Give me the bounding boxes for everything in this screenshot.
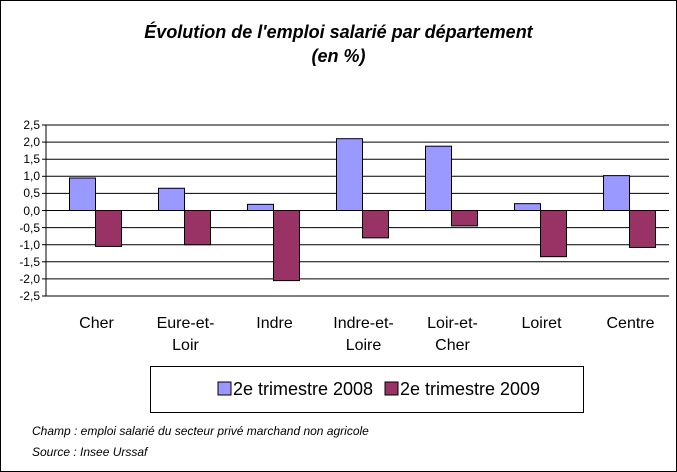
bar [95, 210, 122, 247]
y-tick-label: -1,0 [19, 237, 40, 252]
y-tick-label: -0,5 [19, 220, 40, 235]
bar [69, 177, 96, 211]
bar [336, 138, 363, 211]
x-tick-label: Indre-et-Loire [333, 315, 394, 354]
chart-subtitle: (en %) [311, 46, 366, 66]
x-tick-label: Indre [256, 315, 293, 332]
legend-box [150, 366, 584, 413]
x-tick-label: Cher [79, 315, 114, 332]
y-tick-label: 0,5 [23, 186, 40, 201]
bar [184, 210, 211, 246]
x-tick-label: Centre [606, 315, 655, 332]
bar [540, 210, 567, 258]
y-tick-label: 1,0 [23, 169, 40, 184]
bar [629, 210, 656, 248]
note: Source : Insee Urssaf [32, 445, 148, 459]
y-tick-label: 2,0 [23, 135, 40, 150]
legend-swatch [217, 381, 232, 396]
x-tick-label: Eure-et-Loir [156, 315, 215, 354]
y-tick-label: 2,5 [23, 118, 40, 132]
bar [362, 210, 389, 239]
legend-swatch [384, 381, 399, 396]
y-tick-label: -2,0 [19, 271, 40, 286]
legend-label: 2e trimestre 2009 [400, 379, 541, 399]
legend-label: 2e trimestre 2008 [233, 379, 374, 399]
bar [603, 175, 630, 211]
x-tick-label: Loir-et-Cher [427, 315, 478, 354]
chart-title: Évolution de l'emploi salarié par départ… [144, 22, 533, 42]
y-tick-label: -1,5 [19, 254, 40, 269]
note: Champ : emploi salarié du secteur privé … [32, 424, 369, 438]
y-tick-label: -2,5 [19, 289, 40, 303]
bar [451, 210, 478, 227]
bar [514, 203, 541, 212]
bar [158, 187, 185, 212]
y-tick-label: 0,0 [23, 203, 40, 218]
x-tick-label: Loiret [521, 315, 562, 332]
bar [425, 145, 452, 211]
bar [247, 203, 274, 211]
y-tick-label: 1,5 [23, 152, 40, 167]
bar [273, 210, 300, 282]
